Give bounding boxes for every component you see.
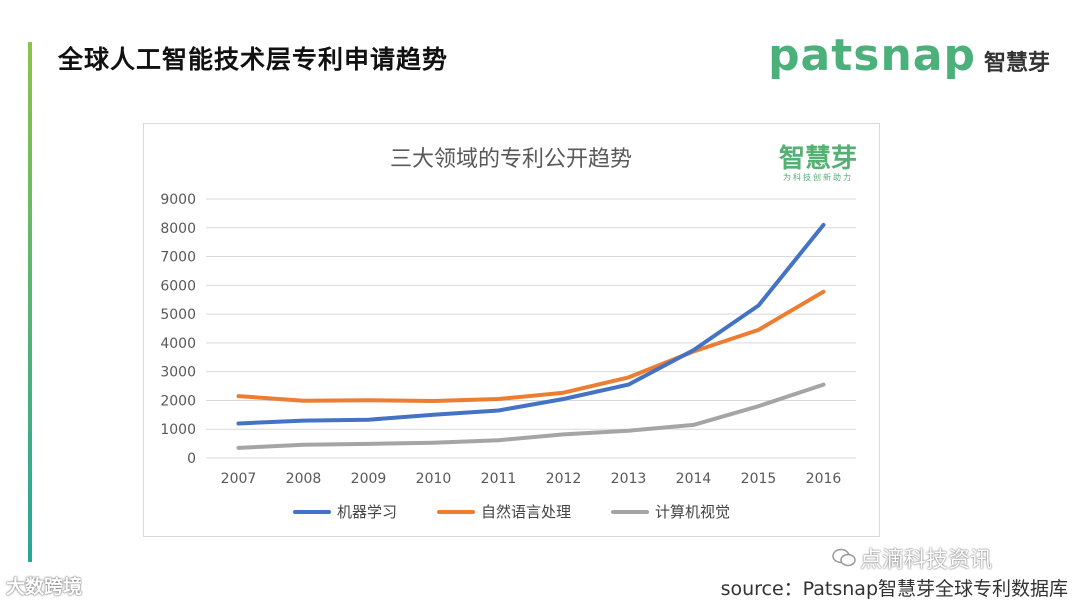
page-title: 全球人工智能技术层专利申请趋势 bbox=[58, 45, 449, 74]
chart-logo-tagline: 为科技创新助力 bbox=[783, 173, 853, 182]
legend-item-ml: 机器学习 bbox=[292, 501, 397, 522]
y-tick-label: 4000 bbox=[160, 336, 196, 352]
watermark-right-text: 点滴科技资讯 bbox=[860, 548, 993, 573]
y-tick-label: 7000 bbox=[160, 250, 196, 266]
source-note: source：Patsnap智慧芽全球专利数据库 bbox=[720, 578, 1068, 600]
y-tick-label: 8000 bbox=[160, 221, 196, 237]
y-tick-label: 1000 bbox=[160, 422, 196, 438]
chart-logo: 智慧芽 bbox=[778, 144, 857, 174]
brand-name: patsnap bbox=[768, 30, 976, 81]
x-tick-label: 2007 bbox=[221, 471, 257, 487]
x-tick-label: 2011 bbox=[481, 471, 517, 487]
watermark-right: 点滴科技资讯 bbox=[832, 542, 992, 574]
watermark-left: 大数跨境 bbox=[6, 576, 83, 598]
x-tick-label: 2008 bbox=[286, 471, 322, 487]
chart-container: 三大领域的专利公开趋势 0 1000 2000 3000 4000 5000 6000 7000… bbox=[143, 123, 880, 537]
x-tick-label: 2009 bbox=[351, 471, 387, 487]
x-tick-label: 2010 bbox=[416, 471, 452, 487]
legend-item-cv: 计算机视觉 bbox=[611, 501, 730, 522]
series-line-0 bbox=[236, 222, 826, 426]
x-tick-label: 2014 bbox=[676, 471, 712, 487]
line-chart: 三大领域的专利公开趋势 0 1000 2000 3000 4000 5000 6000 7000… bbox=[160, 147, 856, 487]
legend-swatch-nlp bbox=[436, 509, 475, 514]
legend-label-nlp: 自然语言处理 bbox=[480, 503, 571, 521]
x-tick-label: 2015 bbox=[741, 471, 777, 487]
y-tick-label: 5000 bbox=[160, 307, 196, 323]
legend-swatch-ml bbox=[292, 509, 331, 514]
x-tick-label: 2012 bbox=[546, 471, 582, 487]
y-tick-label: 0 bbox=[187, 451, 196, 467]
wechat-icon bbox=[832, 548, 856, 568]
legend-label-ml: 机器学习 bbox=[336, 503, 397, 521]
legend-swatch-cv bbox=[611, 509, 649, 514]
y-tick-label: 3000 bbox=[160, 365, 196, 381]
y-tick-label: 9000 bbox=[160, 192, 196, 208]
series-line-1 bbox=[236, 289, 826, 403]
chart-title: 三大领域的专利公开趋势 bbox=[390, 147, 632, 172]
y-tick-label: 6000 bbox=[160, 278, 196, 294]
x-tick-label: 2013 bbox=[611, 471, 647, 487]
x-tick-label: 2016 bbox=[806, 471, 842, 487]
legend-item-nlp: 自然语言处理 bbox=[436, 501, 571, 522]
brand-logo: patsnap 智慧芽 bbox=[768, 30, 1050, 81]
legend-label-cv: 计算机视觉 bbox=[655, 503, 731, 521]
chart-legend: 机器学习 自然语言处理 计算机视觉 bbox=[144, 501, 879, 522]
y-tick-label: 2000 bbox=[160, 393, 196, 409]
series-line-2 bbox=[236, 382, 826, 450]
accent-bar bbox=[28, 42, 32, 562]
brand-cn: 智慧芽 bbox=[983, 51, 1050, 76]
